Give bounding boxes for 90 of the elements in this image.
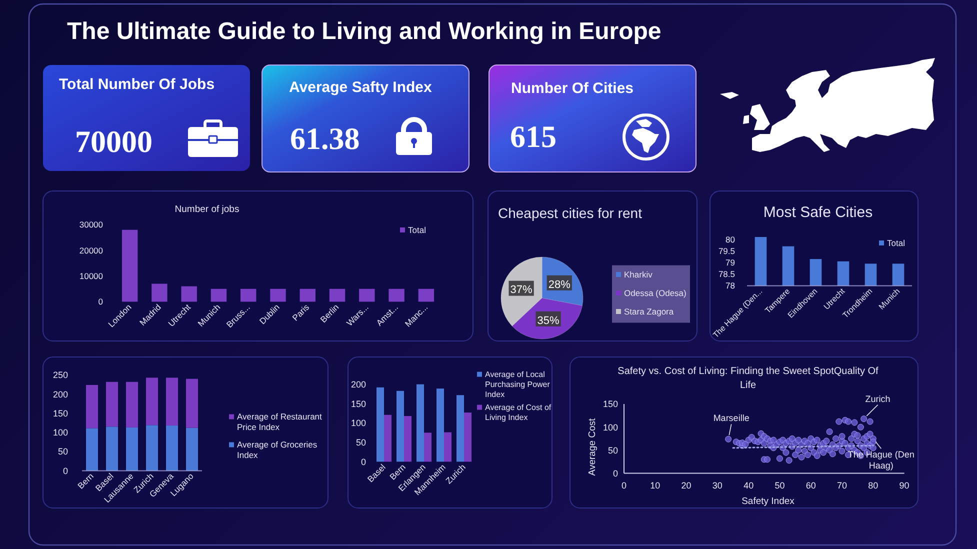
x-tick-label: 0 — [621, 480, 627, 490]
text: Total Number Of Jobs — [59, 76, 215, 93]
y-tick-label: 200 — [52, 389, 68, 400]
y-tick-label: 250 — [52, 370, 68, 380]
y-tick-label: 100 — [602, 422, 618, 432]
x-tick-label: 40 — [744, 480, 754, 490]
bar — [166, 426, 178, 471]
x-tick-label: 20 — [681, 480, 692, 490]
bar — [106, 426, 118, 471]
text: 70000 — [75, 124, 152, 159]
y-tick-label: 50 — [356, 438, 366, 448]
chart-title: Cheapest cities for rent — [498, 205, 642, 221]
legend-label: Total — [887, 238, 906, 248]
x-tick-label: 90 — [899, 480, 910, 490]
y-tick-label: 78 — [726, 280, 736, 291]
x-tick-label: 50 — [774, 480, 785, 490]
bar — [240, 288, 256, 302]
bar — [270, 288, 286, 302]
legend-label: Stara Zagora — [624, 306, 674, 316]
y-tick-label: 80 — [726, 234, 736, 244]
annotation: Marseille — [713, 413, 750, 424]
bar — [444, 432, 452, 462]
bar — [464, 412, 472, 462]
legend-label: Average of Groceries Index — [237, 440, 318, 460]
bar — [384, 414, 392, 462]
bar — [436, 388, 444, 462]
text: Number Of Cities — [511, 80, 634, 97]
x-tick-label: 30 — [712, 480, 722, 490]
bar — [166, 378, 178, 426]
annotation: Zurich — [865, 394, 890, 404]
x-axis-title: Safety Index — [742, 496, 795, 507]
bar — [404, 416, 412, 462]
y-tick-label: 79.5 — [718, 246, 736, 256]
bar — [210, 288, 227, 302]
y-tick-label: 150 — [52, 408, 68, 418]
y-tick-label: 150 — [602, 399, 618, 410]
y-tick-label: 50 — [58, 446, 68, 457]
legend-label: Kharkiv — [624, 269, 654, 280]
legend-label: Average of Restaurant Price Index — [237, 412, 323, 432]
bar — [186, 378, 198, 428]
text: Average Safty Index — [289, 79, 432, 96]
y-tick-label: 50 — [608, 445, 618, 456]
legend-label: Average of Cost of Living Index — [485, 403, 552, 422]
y-tick-label: 100 — [350, 418, 366, 428]
x-tick-label: 10 — [650, 480, 660, 490]
x-tick-label: 80 — [868, 480, 878, 490]
bar — [126, 427, 138, 471]
text: 615 — [510, 119, 556, 154]
bar — [186, 428, 198, 471]
text: The Ultimate Guide to Living and Working in Europe — [67, 18, 662, 45]
y-tick-label: 79 — [726, 257, 736, 268]
bar — [388, 288, 404, 302]
x-tick-label: 60 — [806, 480, 816, 490]
y-tick-label: 78.5 — [718, 269, 736, 280]
x-tick-label: 70 — [837, 480, 848, 490]
bar — [376, 387, 384, 462]
y-tick-label: 200 — [350, 379, 366, 390]
y-tick-label: 20000 — [79, 245, 104, 256]
bar — [86, 384, 98, 428]
bar — [329, 288, 346, 302]
text: 61.38 — [290, 121, 360, 156]
chart-title: Most Safe Cities — [763, 204, 873, 221]
bar — [396, 390, 404, 462]
bar — [146, 378, 158, 426]
bar — [122, 230, 138, 302]
y-tick-label: 150 — [350, 398, 366, 409]
y-tick-label: 30000 — [79, 220, 104, 230]
bar — [456, 395, 464, 462]
y-tick-label: 100 — [52, 428, 68, 438]
bar — [146, 425, 158, 471]
legend-label: Odessa (Odesa) — [624, 288, 687, 298]
y-tick-label: 10000 — [79, 271, 104, 282]
bar — [416, 384, 424, 462]
data-label: 28% — [548, 278, 571, 291]
bar — [152, 284, 168, 302]
data-label: 35% — [537, 314, 560, 327]
bar — [106, 382, 118, 427]
y-axis-title: Average Cost — [587, 418, 598, 476]
bar — [181, 286, 197, 302]
data-label: 37% — [510, 284, 533, 296]
bar — [126, 382, 138, 428]
chart-title: Number of jobs — [174, 204, 240, 215]
bar — [86, 428, 98, 471]
bar — [359, 288, 375, 302]
chart-title: Safety vs. Cost of Living: Finding the Sweet SpotQuality Of Life — [618, 366, 879, 391]
bar — [424, 432, 432, 462]
legend-label: Total — [408, 224, 426, 235]
bar — [300, 288, 316, 302]
legend-label: Average of Local Purchasing Power Index — [485, 370, 550, 400]
bar — [418, 288, 434, 302]
